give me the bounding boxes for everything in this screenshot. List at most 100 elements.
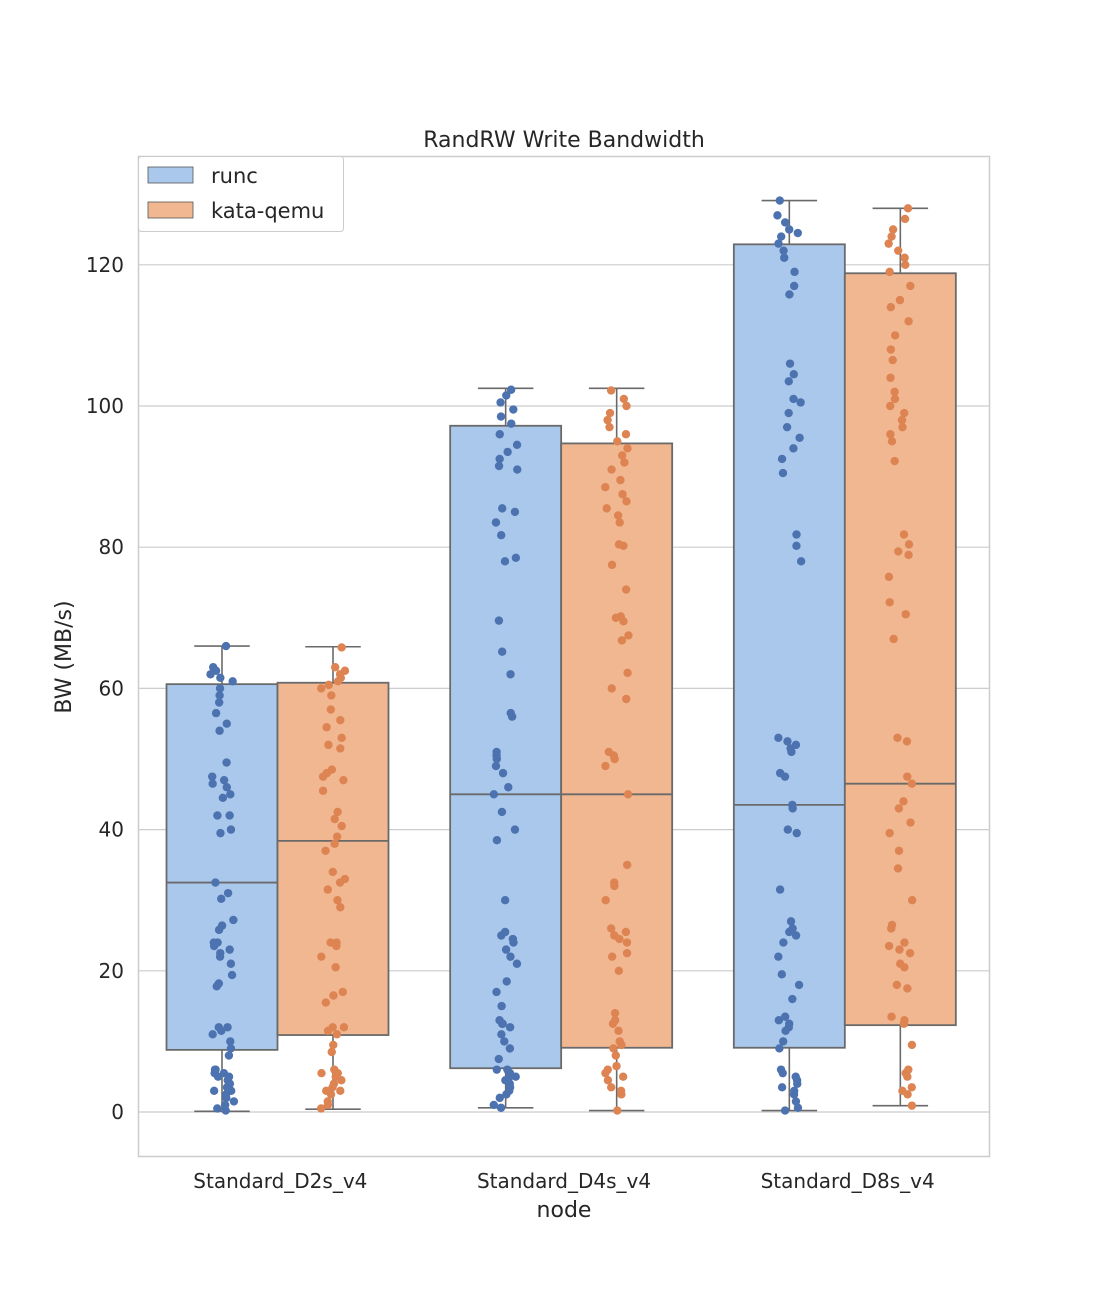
data-point-kata-qemu (324, 740, 333, 750)
data-point-kata-qemu (601, 761, 610, 771)
data-point-kata-qemu (327, 1047, 336, 1057)
data-point-runc (792, 541, 801, 550)
data-point-runc (789, 370, 798, 379)
data-point-runc (789, 394, 798, 404)
data-point-runc (510, 507, 520, 517)
data-point-runc (785, 225, 794, 234)
data-point-runc (791, 1072, 800, 1081)
data-point-runc (795, 433, 804, 442)
data-point-runc (214, 698, 224, 707)
data-point-kata-qemu (605, 408, 615, 418)
data-point-kata-qemu (907, 779, 917, 788)
data-point-runc (774, 1016, 784, 1025)
data-point-kata-qemu (893, 864, 903, 873)
data-point-kata-qemu (901, 260, 910, 269)
data-point-kata-qemu (317, 952, 326, 961)
data-point-runc (498, 768, 508, 778)
data-point-runc (793, 1103, 803, 1112)
data-point-kata-qemu (610, 931, 619, 940)
data-point-runc (502, 391, 511, 400)
data-point-kata-qemu (897, 415, 907, 425)
data-point-kata-qemu (614, 1026, 623, 1036)
data-point-runc (495, 454, 504, 464)
data-point-runc (780, 1106, 790, 1115)
data-point-kata-qemu (894, 547, 903, 556)
data-point-kata-qemu (621, 585, 631, 594)
data-point-kata-qemu (326, 938, 335, 947)
box-runc-standard-d8s-v4 (732, 199, 846, 1112)
y-axis-label: BW (MB/s) (52, 600, 77, 713)
data-point-kata-qemu (885, 828, 894, 838)
data-point-kata-qemu (617, 451, 627, 460)
data-point-kata-qemu (336, 903, 345, 912)
data-point-runc (774, 239, 783, 248)
data-point-runc (791, 931, 801, 940)
data-point-runc (219, 1068, 229, 1078)
data-point-runc (500, 557, 510, 566)
data-point-runc (796, 557, 806, 566)
data-point-kata-qemu (337, 821, 346, 831)
data-point-runc (211, 708, 221, 718)
legend-label-kata-qemu: kata-qemu (211, 199, 324, 223)
data-point-runc (791, 1097, 801, 1106)
data-point-kata-qemu (903, 204, 913, 213)
data-point-runc (222, 758, 231, 767)
data-point-runc (497, 807, 507, 817)
data-point-runc (512, 959, 522, 968)
data-point-kata-qemu (616, 612, 625, 621)
data-point-runc (497, 1001, 506, 1011)
data-point-runc (788, 800, 797, 810)
data-point-kata-qemu (884, 572, 894, 582)
data-point-runc (208, 1030, 217, 1039)
data-point-runc (788, 994, 797, 1004)
data-point-kata-qemu (328, 1023, 337, 1032)
data-point-runc (217, 921, 227, 930)
data-point-kata-qemu (884, 941, 894, 951)
box-body (276, 681, 390, 1036)
data-point-kata-qemu (888, 225, 898, 234)
data-point-kata-qemu (900, 214, 910, 224)
data-point-kata-qemu (890, 456, 899, 466)
data-point-kata-qemu (622, 948, 632, 958)
data-point-runc (214, 1023, 223, 1032)
data-point-kata-qemu (887, 1012, 896, 1021)
x-tick-label: Standard_D8s_v4 (761, 1169, 935, 1193)
data-point-runc (775, 885, 785, 894)
data-point-runc (496, 1103, 506, 1112)
data-point-kata-qemu (622, 938, 632, 947)
box-body (449, 424, 563, 1070)
data-point-kata-qemu (899, 530, 909, 539)
data-point-kata-qemu (906, 818, 915, 827)
data-point-runc (503, 447, 512, 457)
data-point-kata-qemu (619, 394, 629, 404)
data-point-runc (780, 1012, 790, 1021)
data-point-kata-qemu (329, 1079, 339, 1088)
data-point-runc (208, 772, 217, 781)
box-body (560, 442, 674, 1049)
data-point-kata-qemu (623, 668, 632, 678)
data-point-kata-qemu (323, 1097, 332, 1106)
data-point-runc (222, 783, 232, 792)
data-point-kata-qemu (340, 666, 350, 675)
data-point-runc (216, 948, 225, 958)
legend: runc kata-qemu (138, 156, 344, 232)
data-point-kata-qemu (622, 694, 631, 704)
data-point-kata-qemu (318, 786, 328, 795)
data-point-kata-qemu (888, 355, 897, 365)
data-point-kata-qemu (615, 1037, 624, 1046)
data-point-kata-qemu (609, 1044, 618, 1053)
data-point-runc (794, 980, 804, 990)
data-point-runc (208, 779, 217, 788)
data-point-kata-qemu (317, 684, 326, 693)
data-point-kata-qemu (907, 896, 917, 905)
boxes (165, 199, 957, 1113)
data-point-runc (497, 647, 507, 656)
data-point-runc (508, 934, 518, 944)
box-kata-qemu-standard-d8s-v4 (843, 207, 957, 1107)
data-point-runc (779, 1037, 788, 1046)
data-point-kata-qemu (336, 1086, 345, 1096)
data-point-runc (500, 1037, 509, 1046)
data-point-kata-qemu (884, 239, 893, 248)
data-point-kata-qemu (329, 991, 338, 1000)
data-point-kata-qemu (618, 1072, 628, 1081)
